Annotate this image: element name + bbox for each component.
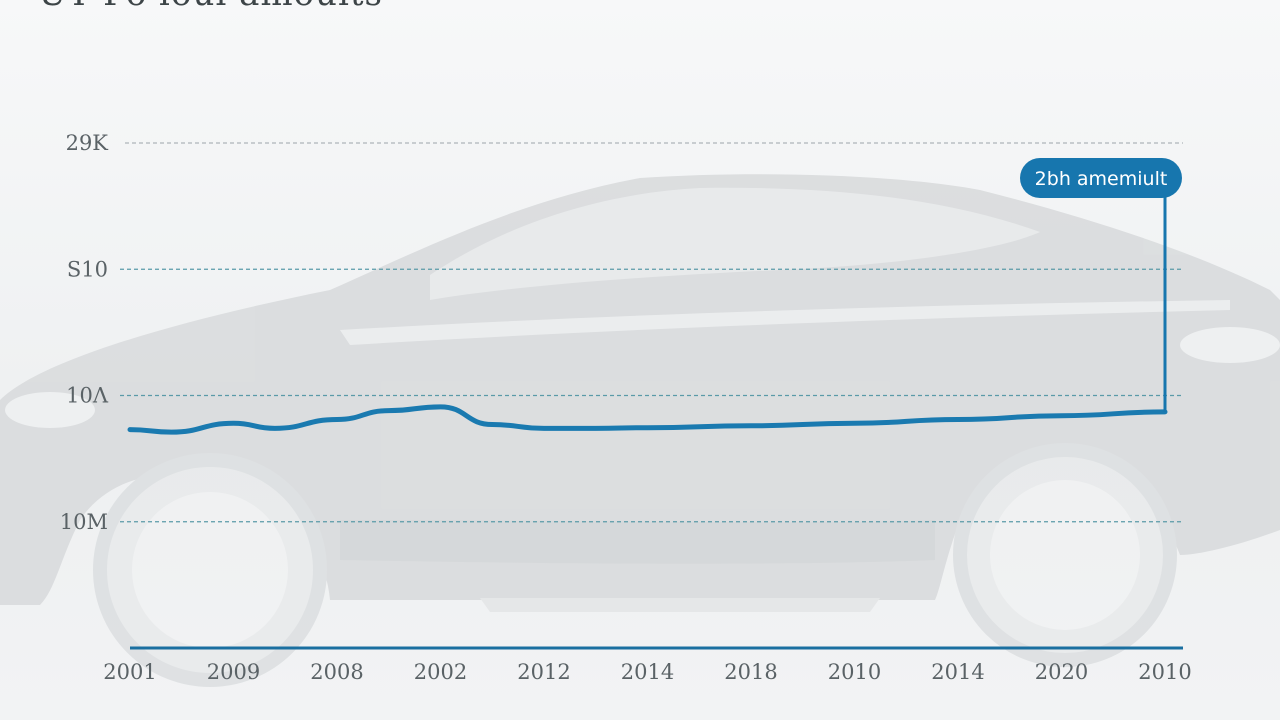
x-tick-label: 2012 xyxy=(517,660,570,684)
x-tick-label: 2020 xyxy=(1035,660,1088,684)
x-tick-label: 2008 xyxy=(310,660,363,684)
chart-title-fragment: UT Fo loui amouits xyxy=(38,0,383,14)
car-body xyxy=(0,174,1280,606)
x-tick-label: 2001 xyxy=(103,660,156,684)
annotation-layer: 2bh amemiult xyxy=(1020,158,1182,412)
x-tick-label: 2010 xyxy=(1138,660,1191,684)
car-taillight xyxy=(1180,327,1280,363)
x-tick-label: 2002 xyxy=(414,660,467,684)
x-tick-label: 2014 xyxy=(621,660,674,684)
car-background-illustration xyxy=(0,174,1280,687)
y-tick-label: S10 xyxy=(67,257,108,281)
y-tick-label: 10Λ xyxy=(66,384,109,408)
y-tick-label: 10M xyxy=(60,510,108,534)
callout-box xyxy=(1020,158,1182,198)
y-axis-ticks: 29K S10 10Λ 10M xyxy=(60,131,109,534)
series-line xyxy=(127,404,1168,435)
front-wheel-inner xyxy=(132,492,288,648)
x-tick-label: 2014 xyxy=(931,660,984,684)
x-tick-label: 2010 xyxy=(828,660,881,684)
x-tick-label: 2018 xyxy=(724,660,777,684)
car-lower-panel xyxy=(340,520,935,564)
car-window xyxy=(430,187,1040,300)
rear-wheel-inner xyxy=(990,480,1140,630)
x-tick-label: 2009 xyxy=(207,660,260,684)
car-shadow xyxy=(480,598,880,612)
grid-layer xyxy=(120,142,1183,523)
x-axis-ticks: 2001 2009 2008 2002 2012 2014 2018 2010 2014 2020… xyxy=(103,660,1191,684)
car-headlight xyxy=(5,392,95,428)
car-side-highlight xyxy=(340,300,1230,345)
y-tick-label: 29K xyxy=(66,131,109,155)
callout-label: 2bh amemiult xyxy=(1035,168,1168,190)
